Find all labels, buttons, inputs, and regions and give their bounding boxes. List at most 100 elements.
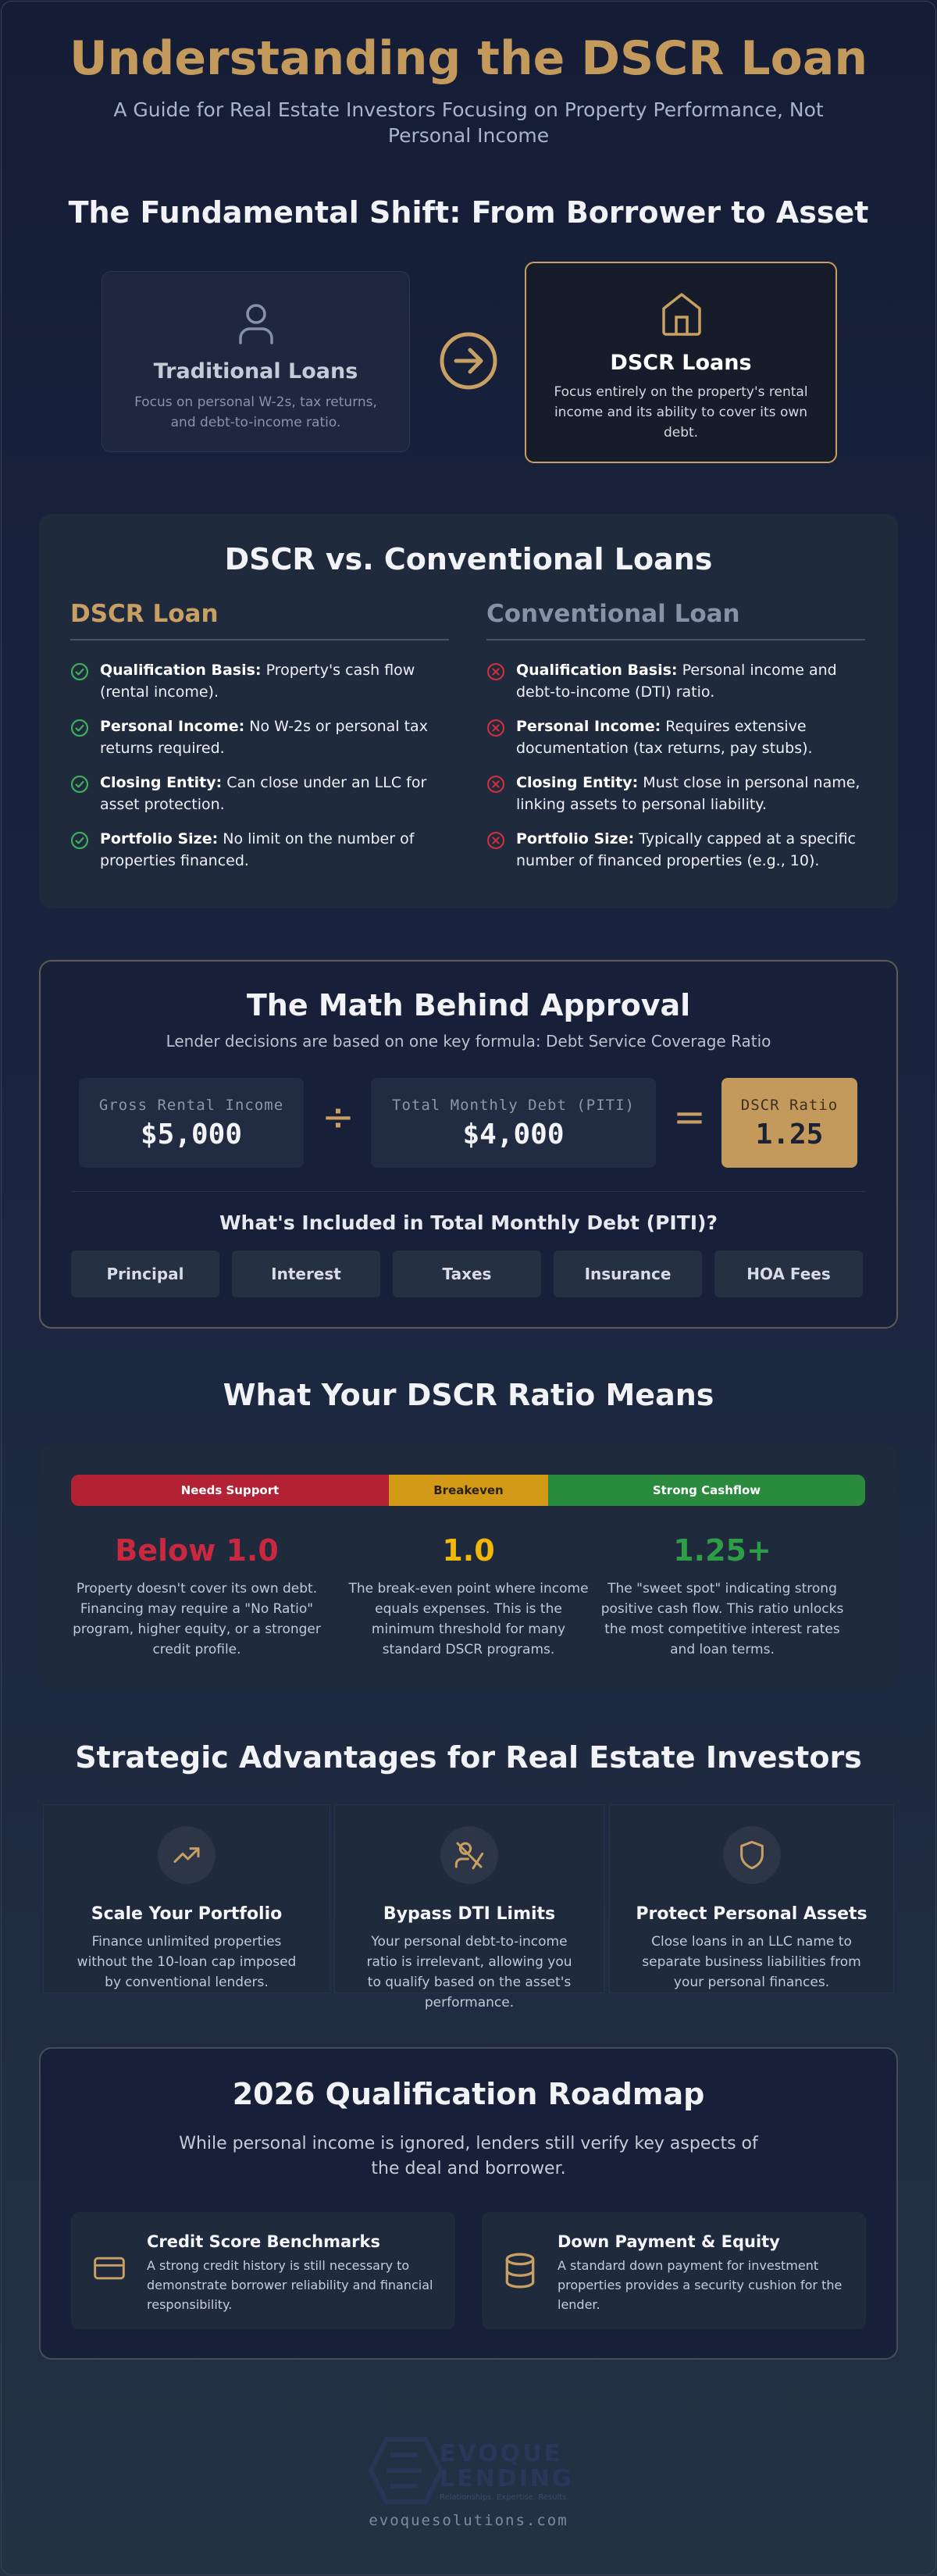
house-icon (662, 293, 701, 336)
dscr-card: DSCR Loans Focus entirely on the propert… (525, 262, 837, 463)
roadmap-panel: 2026 Qualification Roadmap While persona… (39, 2047, 898, 2360)
item-text: Closing Entity: Must close in personal n… (516, 772, 865, 815)
card-title: Traditional Loans (153, 359, 358, 384)
tier-value: Below 1.0 (115, 1533, 279, 1568)
icon-part (246, 304, 266, 324)
icon-part (454, 1842, 484, 1870)
item-text: Portfolio Size: Typically capped at a sp… (516, 828, 865, 872)
icon-part (505, 2253, 535, 2266)
person-icon (239, 304, 273, 344)
debt-item: HOA Fees (714, 1251, 863, 1297)
comparison-item: Personal Income: No W-2s or personal tax… (70, 715, 449, 772)
formula-box: Total Monthly Debt (PITI) $4,000 (371, 1078, 656, 1168)
icon-part (94, 2257, 125, 2280)
roadmap-item-description: A strong credit history is still necessa… (147, 2258, 433, 2312)
icon-part (70, 831, 89, 850)
item-label: Closing Entity: (100, 774, 223, 791)
formula-box: Gross Rental Income $5,000 (79, 1078, 304, 1168)
icon-part (70, 831, 89, 850)
item-text: Qualification Basis: Personal income and… (516, 659, 865, 703)
advantage-title: Protect Personal Assets (636, 1904, 868, 1924)
column-title: DSCR Loan (70, 600, 449, 640)
section-subtitle: Lender decisions are based on one key fo… (166, 1032, 771, 1051)
advantage-description: Your personal debt-to-income ratio is ir… (366, 1934, 572, 2010)
tier-value: 1.25+ (673, 1533, 771, 1568)
icon-part (70, 775, 89, 794)
ratio-segment: Strong Cashflow (548, 1475, 865, 1506)
divider (72, 1191, 865, 1192)
item-label: Personal Income: (516, 718, 661, 735)
icon-part (739, 1840, 764, 1870)
icon-part (486, 662, 505, 681)
icon-part (492, 837, 500, 844)
footer-url: evoquesolutions.com (369, 2512, 568, 2529)
icon-part (75, 668, 84, 676)
section-title: DSCR vs. Conventional Loans (224, 542, 713, 576)
advantage-card: Bypass DTI Limits Your personal debt-to-i… (334, 1804, 604, 2010)
card-title: DSCR Loans (610, 351, 752, 375)
logo-mark (368, 2437, 444, 2504)
icon-part (387, 2453, 422, 2489)
comparison-panel: DSCR vs. Conventional Loans DSCR Loan Qua… (39, 514, 898, 908)
comparison-item: Personal Income: Requires extensive docu… (486, 715, 865, 772)
advantage-title: Bypass DTI Limits (383, 1904, 556, 1924)
item-detail: Must close in personal name, linking ass… (516, 774, 860, 813)
item-label: Closing Entity: (516, 774, 639, 791)
icon-part (486, 775, 505, 794)
card-description: Focus on personal W-2s, tax returns, and… (134, 394, 377, 430)
icon-part (486, 662, 505, 681)
icon-part (486, 831, 505, 850)
advantage-title: Scale Your Portfolio (91, 1904, 283, 1924)
comparison-item: Portfolio Size: No limit on the number o… (70, 828, 449, 884)
roadmap-item-description: A standard down payment for investment p… (558, 2258, 843, 2312)
logo-name: EVOQUE (440, 2440, 563, 2467)
comparison-column: Conventional Loan Qualification Basis: Pe… (486, 600, 865, 884)
advantage-icon (440, 1826, 498, 1884)
comparison-item: Closing Entity: Must close in personal n… (486, 772, 865, 828)
advantage-description: Close loans in an LLC name to separate b… (642, 1934, 861, 1990)
icon-part (492, 668, 500, 676)
icon-part (458, 1842, 472, 1855)
section-title: Strategic Advantages for Real Estate Inv… (75, 1740, 862, 1775)
item-label: Personal Income: (100, 718, 245, 735)
formula-result-box: DSCR Ratio 1.25 (721, 1078, 857, 1168)
debt-item: Principal (71, 1251, 219, 1297)
arrow-icon (440, 332, 497, 390)
formula-label: DSCR Ratio (740, 1097, 839, 1114)
icon-part (94, 2257, 125, 2280)
item-text: Qualification Basis: Property's cash flo… (100, 659, 449, 703)
formula-label: Gross Rental Income (98, 1097, 284, 1114)
section-title: What Your DSCR Ratio Means (223, 1378, 714, 1412)
icon-part (492, 724, 500, 732)
item-label: Portfolio Size: (516, 830, 635, 847)
debt-title: What's Included in Total Monthly Debt (P… (219, 1211, 718, 1234)
ratio-panel: Needs Support Breakeven Strong Cashflow Bel… (39, 1443, 898, 1689)
item-detail: Personal income and debt-to-income (DTI)… (516, 662, 837, 701)
debt-item: Taxes (393, 1251, 541, 1297)
icon-part (70, 662, 89, 681)
debt-item: Insurance (554, 1251, 702, 1297)
icon-part (454, 348, 483, 374)
icon-part (486, 831, 505, 850)
icon-part (70, 775, 89, 794)
icon-part (70, 719, 89, 737)
icon-part (739, 1840, 764, 1870)
tier-description: The break-even point where income equals… (348, 1581, 589, 1657)
formula-value: $4,000 (462, 1119, 565, 1151)
traditional-card: Traditional Loans Focus on personal W-2s… (102, 271, 410, 452)
icon-part (492, 780, 500, 788)
icon-part (675, 316, 689, 334)
roadmap-item: Credit Score Benchmarks A strong credit h… (71, 2212, 455, 2329)
ratio-tier: 1.0 The break-even point where income equ… (344, 1533, 593, 1660)
subtitle: A Guide for Real Estate Investors Focusi… (113, 98, 824, 147)
operator: ÷ (322, 1094, 354, 1140)
icon-part (368, 2437, 444, 2504)
item-text: Personal Income: No W-2s or personal tax… (100, 715, 449, 759)
comparison-item: Qualification Basis: Property's cash flo… (70, 659, 449, 715)
ratio-segment: Breakeven (389, 1475, 548, 1506)
logo-tagline: Relationships. Expertise. Results. (440, 2493, 569, 2502)
item-detail: No W-2s or personal tax returns required… (100, 718, 428, 757)
advantage-card: Protect Personal Assets Close loans in an… (609, 1804, 894, 1993)
icon-part (454, 1842, 484, 1870)
